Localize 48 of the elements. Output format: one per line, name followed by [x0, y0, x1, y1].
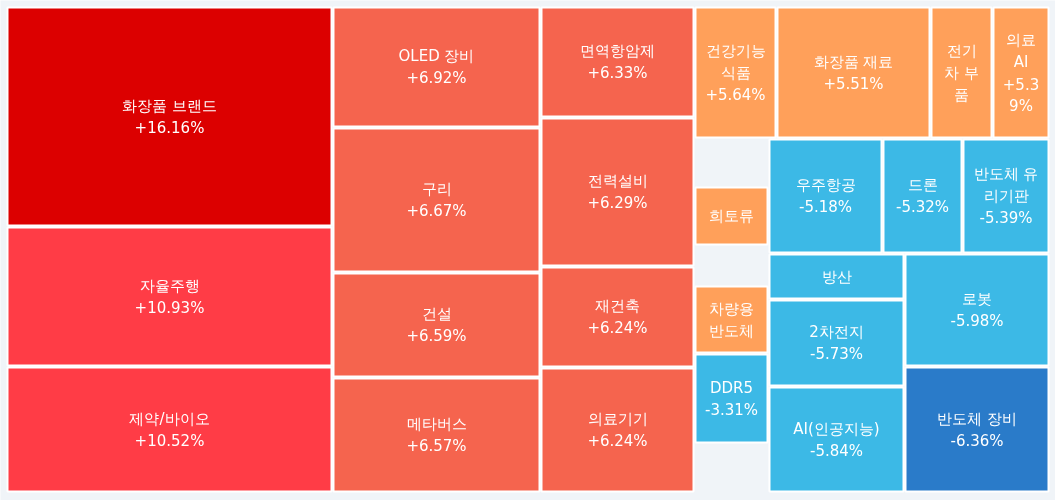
- category-label: 메타버스: [406, 415, 467, 433]
- data-label: +6.92%: [406, 69, 467, 87]
- category-label: 재건축: [595, 297, 640, 315]
- data-label: -5.98%: [950, 312, 1004, 330]
- category-label: 드론: [907, 176, 938, 194]
- category-label: 화장품 브랜드: [122, 96, 217, 115]
- data-label: +5.51%: [823, 74, 884, 93]
- data-label: +6.24%: [587, 432, 648, 450]
- category-label: 화장품 재료: [813, 52, 894, 71]
- data-label: -5.73%: [809, 345, 864, 363]
- data-label: +6.67%: [406, 202, 467, 220]
- category-label: 우주항공: [795, 176, 856, 194]
- data-label: +10.93%: [134, 298, 205, 317]
- data-label: +16.16%: [134, 118, 205, 137]
- category-label: 방산: [821, 267, 852, 286]
- category-label: OLED 장비: [398, 47, 475, 65]
- data-label: -5.84%: [809, 441, 864, 460]
- data-label: +6.29%: [587, 194, 648, 212]
- category-label: 희토류: [709, 207, 754, 225]
- data-label: +5.64%: [705, 85, 766, 104]
- data-label: +6.33%: [587, 64, 648, 82]
- category-label: 자율주행: [139, 276, 200, 295]
- category-label: 로봇: [962, 290, 992, 308]
- category-label: AI(인공지능): [793, 419, 880, 438]
- category-label: DDR5: [709, 378, 754, 397]
- category-label: 의료기기: [587, 410, 648, 428]
- data-label: -5.39%: [979, 209, 1033, 227]
- category-label: 구리: [421, 180, 452, 198]
- category-label: 의료 AI: [1006, 30, 1036, 71]
- category-label: 차량용 반도체: [709, 299, 754, 340]
- category-label: 전력설비: [587, 172, 648, 190]
- category-label: 면역항암제: [580, 42, 655, 60]
- category-label: 반도체 유리기판: [973, 165, 1039, 205]
- data-label: +6.59%: [406, 327, 467, 345]
- data-label: +5.39%: [1002, 75, 1040, 115]
- data-label: +6.24%: [587, 319, 648, 337]
- category-label: 반도체 장비: [937, 409, 1017, 428]
- data-label: -5.18%: [798, 198, 853, 216]
- data-label: -5.32%: [895, 198, 950, 216]
- data-label: -3.31%: [704, 400, 759, 419]
- category-label: 건강기능식품: [705, 41, 766, 82]
- data-label: +10.52%: [134, 431, 205, 450]
- data-label: -6.36%: [950, 431, 1004, 450]
- data-label: +6.57%: [406, 437, 467, 455]
- category-label: 제약/바이오: [129, 409, 210, 428]
- category-label: 전기차 부품: [944, 41, 979, 104]
- category-label: 2차전지: [809, 323, 864, 341]
- category-label: 건설: [421, 305, 452, 323]
